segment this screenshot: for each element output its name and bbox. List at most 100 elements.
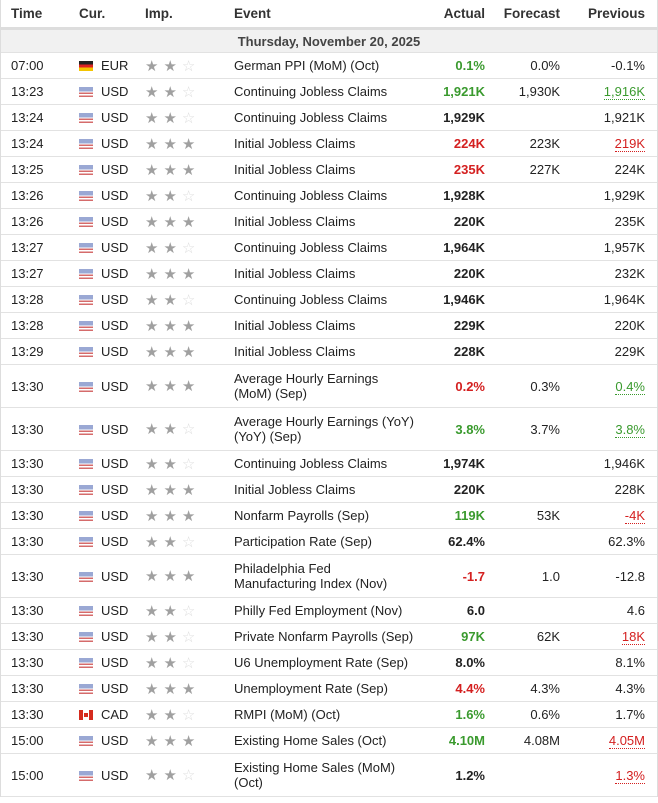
- event-row[interactable]: 13:24 USD ★ ★ ☆ Continuing Jobless Claims …: [1, 104, 657, 131]
- event-name[interactable]: Initial Jobless Claims: [224, 476, 414, 503]
- previous-value[interactable]: 0.4%: [615, 378, 645, 395]
- event-row[interactable]: 13:30 USD ★ ★ ☆ Continuing Jobless Claims …: [1, 450, 657, 477]
- event-name[interactable]: Philly Fed Employment (Nov): [224, 597, 414, 624]
- star-filled-icon: ★: [145, 628, 159, 646]
- event-name[interactable]: Initial Jobless Claims: [224, 130, 414, 157]
- star-empty-icon: ☆: [181, 455, 196, 473]
- event-name[interactable]: Existing Home Sales (MoM) (Oct): [224, 753, 414, 797]
- event-row[interactable]: 13:23 USD ★ ★ ☆ Continuing Jobless Claims …: [1, 78, 657, 105]
- event-row[interactable]: 13:30 USD ★ ★ ★ Initial Jobless Claims 220…: [1, 476, 657, 503]
- star-empty-icon: ☆: [181, 109, 196, 127]
- event-row[interactable]: 13:30 CAD ★ ★ ☆ RMPI (MoM) (Oct) 1.6% 0.6%…: [1, 701, 657, 728]
- event-time: 13:28: [1, 286, 69, 313]
- event-name[interactable]: Participation Rate (Sep): [224, 528, 414, 555]
- previous-value: 4.6: [626, 603, 645, 618]
- flag-icon: [79, 684, 93, 694]
- currency-cell: USD: [69, 649, 135, 676]
- event-row[interactable]: 13:25 USD ★ ★ ★ Initial Jobless Claims 235…: [1, 156, 657, 183]
- event-name[interactable]: Average Hourly Earnings (YoY) (YoY) (Sep…: [224, 407, 414, 451]
- previous-cell: 232K: [572, 260, 657, 287]
- flag-icon: [79, 243, 93, 253]
- header-previous[interactable]: Previous: [572, 0, 657, 30]
- forecast-value: [497, 286, 572, 313]
- event-row[interactable]: 15:00 USD ★ ★ ☆ Existing Home Sales (MoM) …: [1, 753, 657, 797]
- event-row[interactable]: 13:30 USD ★ ★ ★ Philadelphia Fed Manufactu…: [1, 554, 657, 598]
- event-row[interactable]: 13:26 USD ★ ★ ★ Initial Jobless Claims 220…: [1, 208, 657, 235]
- previous-value[interactable]: 219K: [614, 136, 645, 152]
- currency-code: USD: [101, 188, 129, 203]
- previous-value[interactable]: 1.3%: [615, 767, 645, 784]
- actual-value: 1.2%: [414, 753, 497, 797]
- flag-icon: [79, 571, 93, 582]
- event-row[interactable]: 13:30 USD ★ ★ ★ Unemployment Rate (Sep) 4.…: [1, 675, 657, 702]
- event-name[interactable]: Average Hourly Earnings (MoM) (Sep): [224, 364, 414, 408]
- previous-value[interactable]: 4.05M: [608, 733, 645, 749]
- event-row[interactable]: 13:29 USD ★ ★ ★ Initial Jobless Claims 228…: [1, 338, 657, 365]
- currency-code: USD: [101, 456, 129, 471]
- event-row[interactable]: 13:30 USD ★ ★ ☆ Philly Fed Employment (Nov…: [1, 597, 657, 624]
- flag-icon: [79, 295, 93, 305]
- event-name[interactable]: RMPI (MoM) (Oct): [224, 701, 414, 728]
- importance-stars: ★ ★ ☆: [135, 104, 224, 131]
- header-event[interactable]: Event: [224, 0, 414, 30]
- star-filled-icon: ★: [163, 481, 177, 499]
- actual-value: 0.1%: [414, 52, 497, 79]
- previous-value: 1,921K: [603, 110, 645, 125]
- flag-icon: [79, 606, 93, 616]
- event-row[interactable]: 13:28 USD ★ ★ ★ Initial Jobless Claims 229…: [1, 312, 657, 339]
- event-name[interactable]: Continuing Jobless Claims: [224, 286, 414, 313]
- actual-value: 1,928K: [414, 182, 497, 209]
- event-row[interactable]: 13:27 USD ★ ★ ★ Initial Jobless Claims 220…: [1, 260, 657, 287]
- event-name[interactable]: German PPI (MoM) (Oct): [224, 52, 414, 79]
- event-name[interactable]: Initial Jobless Claims: [224, 312, 414, 339]
- event-name[interactable]: U6 Unemployment Rate (Sep): [224, 649, 414, 676]
- event-name[interactable]: Existing Home Sales (Oct): [224, 727, 414, 754]
- event-name[interactable]: Initial Jobless Claims: [224, 208, 414, 235]
- event-name[interactable]: Initial Jobless Claims: [224, 156, 414, 183]
- event-name[interactable]: Private Nonfarm Payrolls (Sep): [224, 623, 414, 650]
- currency-code: USD: [101, 508, 129, 523]
- event-name[interactable]: Philadelphia Fed Manufacturing Index (No…: [224, 554, 414, 598]
- previous-value[interactable]: 1,916K: [603, 84, 645, 100]
- forecast-value: [497, 528, 572, 555]
- event-row[interactable]: 13:26 USD ★ ★ ☆ Continuing Jobless Claims …: [1, 182, 657, 209]
- star-filled-icon: ★: [145, 602, 159, 620]
- event-row[interactable]: 13:28 USD ★ ★ ☆ Continuing Jobless Claims …: [1, 286, 657, 313]
- header-actual[interactable]: Actual: [414, 0, 497, 30]
- previous-cell: 3.8%: [572, 407, 657, 451]
- header-time[interactable]: Time: [1, 0, 69, 30]
- header-forecast[interactable]: Forecast: [497, 0, 572, 30]
- event-name[interactable]: Initial Jobless Claims: [224, 338, 414, 365]
- event-name[interactable]: Initial Jobless Claims: [224, 260, 414, 287]
- event-name[interactable]: Continuing Jobless Claims: [224, 234, 414, 261]
- event-row[interactable]: 13:30 USD ★ ★ ★ Nonfarm Payrolls (Sep) 119…: [1, 502, 657, 529]
- previous-value[interactable]: -4K: [624, 508, 645, 524]
- date-row: Thursday, November 20, 2025: [1, 28, 657, 53]
- header-currency[interactable]: Cur.: [69, 0, 135, 30]
- event-name[interactable]: Continuing Jobless Claims: [224, 450, 414, 477]
- event-row[interactable]: 13:30 USD ★ ★ ☆ Participation Rate (Sep) 6…: [1, 528, 657, 555]
- event-row[interactable]: 15:00 USD ★ ★ ★ Existing Home Sales (Oct) …: [1, 727, 657, 754]
- event-row[interactable]: 07:00 EUR ★ ★ ☆ German PPI (MoM) (Oct) 0.1…: [1, 52, 657, 79]
- star-empty-icon: ☆: [181, 767, 196, 784]
- event-name[interactable]: Continuing Jobless Claims: [224, 104, 414, 131]
- event-name[interactable]: Continuing Jobless Claims: [224, 78, 414, 105]
- star-filled-icon: ★: [163, 628, 177, 646]
- event-name[interactable]: Unemployment Rate (Sep): [224, 675, 414, 702]
- previous-value[interactable]: 3.8%: [615, 421, 645, 438]
- event-row[interactable]: 13:30 USD ★ ★ ★ Average Hourly Earnings (M…: [1, 364, 657, 408]
- flag-icon: [79, 511, 93, 521]
- previous-value[interactable]: 18K: [621, 629, 645, 645]
- event-row[interactable]: 13:24 USD ★ ★ ★ Initial Jobless Claims 224…: [1, 130, 657, 157]
- header-importance[interactable]: Imp.: [135, 0, 224, 30]
- event-row[interactable]: 13:27 USD ★ ★ ☆ Continuing Jobless Claims …: [1, 234, 657, 261]
- event-time: 13:30: [1, 528, 69, 555]
- previous-cell: 8.1%: [572, 649, 657, 676]
- event-row[interactable]: 13:30 USD ★ ★ ☆ U6 Unemployment Rate (Sep)…: [1, 649, 657, 676]
- star-filled-icon: ★: [145, 378, 159, 395]
- event-name[interactable]: Continuing Jobless Claims: [224, 182, 414, 209]
- event-row[interactable]: 13:30 USD ★ ★ ☆ Average Hourly Earnings (Y…: [1, 407, 657, 451]
- event-time: 13:30: [1, 701, 69, 728]
- event-row[interactable]: 13:30 USD ★ ★ ☆ Private Nonfarm Payrolls (…: [1, 623, 657, 650]
- event-name[interactable]: Nonfarm Payrolls (Sep): [224, 502, 414, 529]
